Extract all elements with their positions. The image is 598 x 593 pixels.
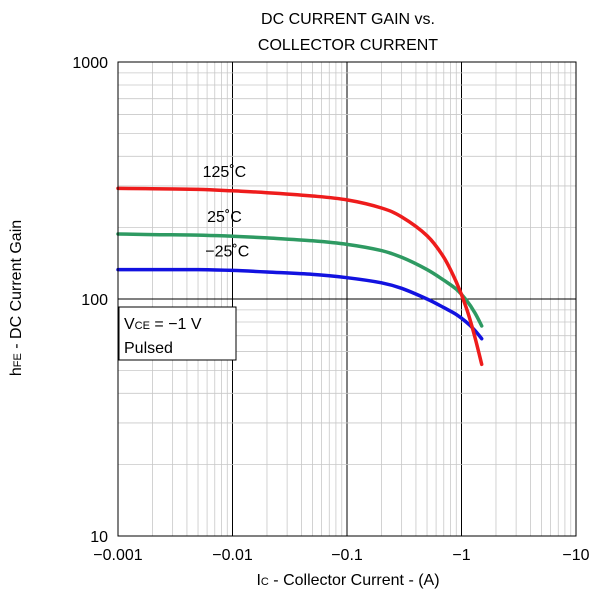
grid — [117, 62, 576, 537]
x-tick-labels: −0.001 −0.01 −0.1 −1 −10 — [93, 547, 589, 564]
series-label: 25˚C — [207, 209, 242, 226]
annotation-value: = −1 V — [150, 316, 202, 333]
plot-frame — [117, 61, 577, 537]
annotation-box: VCE = −1 V Pulsed — [118, 306, 237, 361]
y-tick-labels: 10 100 1000 — [72, 55, 108, 546]
x-axis-label: IC - Collector Current - (A) — [256, 572, 439, 589]
y-axis-label-sub: FE — [12, 353, 24, 367]
series-curve — [116, 267, 484, 341]
y-tick-label: 1000 — [72, 55, 108, 72]
series-label: −25˚C — [205, 243, 249, 260]
annotation-line2: Pulsed — [124, 340, 173, 357]
annotation-v: V — [124, 316, 135, 333]
x-axis-label-main: I — [256, 572, 260, 589]
annotation-line1: VCE = −1 V — [124, 316, 202, 333]
annotation-ce: CE — [135, 320, 150, 332]
y-axis-label: hFE - DC Current Gain — [8, 220, 25, 376]
chart-title-line2: COLLECTOR CURRENT — [258, 37, 438, 54]
y-axis-label-main: h — [8, 367, 25, 376]
series-curves — [116, 186, 484, 367]
series-curve — [116, 186, 484, 367]
x-tick-label: −0.1 — [331, 547, 363, 564]
y-axis-label-rest: - DC Current Gain — [8, 220, 25, 353]
series-labels: 125˚C 25˚C −25˚C — [203, 164, 250, 261]
y-tick-label: 10 — [90, 529, 108, 546]
annotation-frame — [118, 306, 237, 361]
chart-title-line1: DC CURRENT GAIN vs. — [261, 11, 435, 28]
x-axis-label-rest: - Collector Current - (A) — [269, 572, 440, 589]
x-tick-label: −0.01 — [212, 547, 253, 564]
series-label: 125˚C — [203, 164, 247, 181]
x-tick-label: −1 — [452, 547, 470, 564]
x-tick-label: −10 — [562, 547, 589, 564]
y-tick-label: 100 — [81, 292, 108, 309]
x-axis-label-sub: C — [261, 576, 269, 588]
x-tick-label: −0.001 — [93, 547, 142, 564]
